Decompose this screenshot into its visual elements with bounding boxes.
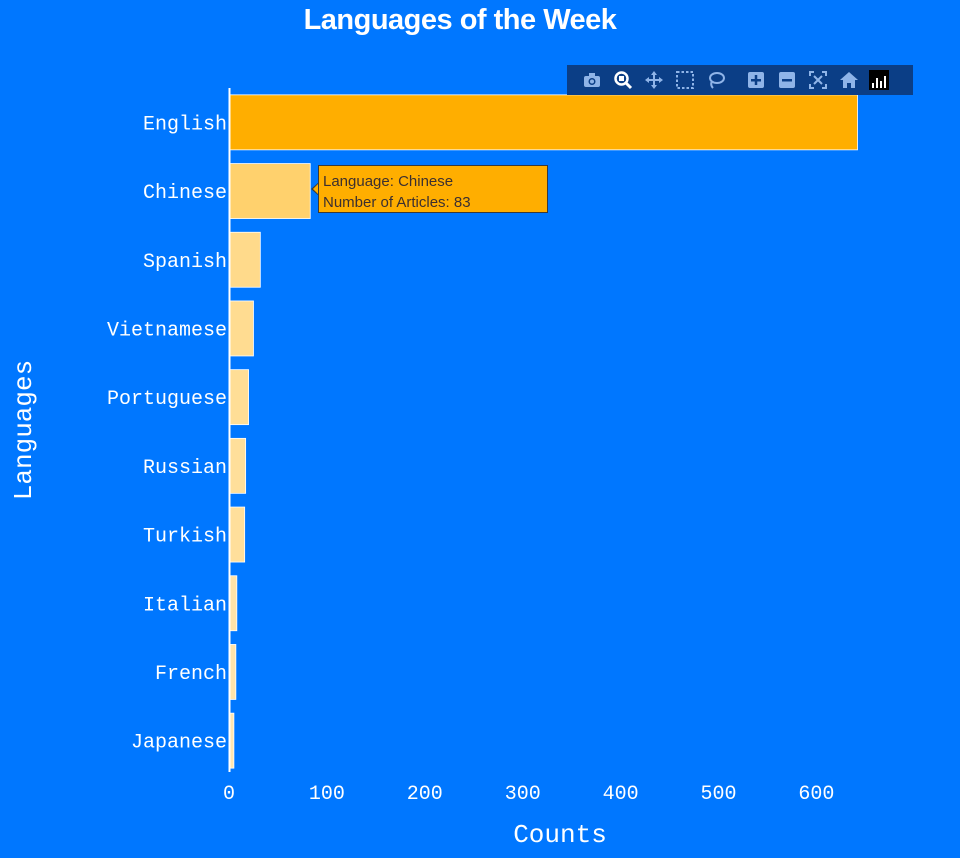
x-tick-label-500: 500	[700, 783, 736, 806]
y-tick-labels: English Chinese Spanish Vietnamese Portugues…	[107, 113, 227, 754]
x-tick-label-600: 600	[798, 783, 834, 806]
hover-tooltip: Language: Chinese Number of Articles: 83	[318, 165, 548, 213]
tooltip-arrow-fill	[313, 183, 319, 195]
bar-spanish[interactable]	[228, 231, 261, 288]
home-icon[interactable]	[836, 68, 862, 92]
lasso-icon[interactable]	[703, 68, 729, 92]
autoscale-icon[interactable]	[805, 68, 831, 92]
y-tick-label-japanese: Japanese	[131, 732, 227, 755]
zoom-in-icon[interactable]	[743, 68, 769, 92]
pan-icon[interactable]	[641, 68, 667, 92]
zoom-out-icon[interactable]	[774, 68, 800, 92]
x-tick-label-400: 400	[603, 783, 639, 806]
bar-portuguese[interactable]	[228, 369, 249, 426]
y-tick-label-portuguese: Portuguese	[107, 388, 227, 411]
bar-turkish[interactable]	[228, 506, 246, 563]
zoom-icon[interactable]	[610, 68, 636, 92]
tooltip-line-language: Language: Chinese	[323, 173, 454, 190]
y-tick-label-french: French	[155, 663, 227, 686]
bars-layer	[228, 94, 858, 769]
chart-title: Languages of the Week	[303, 4, 617, 36]
tooltip-line-count: Number of Articles: 83	[323, 194, 471, 211]
x-axis-title: Counts	[513, 820, 607, 850]
x-tick-label-300: 300	[505, 783, 541, 806]
x-tick-label-200: 200	[407, 783, 443, 806]
bar-english[interactable]	[228, 94, 858, 151]
camera-icon[interactable]	[579, 68, 605, 92]
modebar	[567, 65, 913, 95]
y-tick-label-spanish: Spanish	[143, 251, 227, 274]
y-tick-label-chinese: Chinese	[143, 182, 227, 205]
y-tick-label-russian: Russian	[143, 457, 227, 480]
y-tick-label-turkish: Turkish	[143, 526, 227, 549]
x-tick-label-0: 0	[223, 783, 235, 806]
bar-vietnamese[interactable]	[228, 300, 254, 357]
x-tick-labels: 0 100 200 300 400 500 600	[223, 783, 834, 806]
y-axis-title: Languages	[9, 360, 39, 500]
y-tick-label-italian: Italian	[143, 594, 227, 617]
plotly-logo-icon[interactable]	[869, 70, 889, 90]
box-select-icon[interactable]	[672, 68, 698, 92]
x-tick-label-100: 100	[309, 783, 345, 806]
bar-russian[interactable]	[228, 437, 247, 494]
y-tick-label-vietnamese: Vietnamese	[107, 319, 227, 342]
bar-chinese[interactable]	[228, 163, 311, 219]
y-tick-label-english: English	[143, 113, 227, 136]
